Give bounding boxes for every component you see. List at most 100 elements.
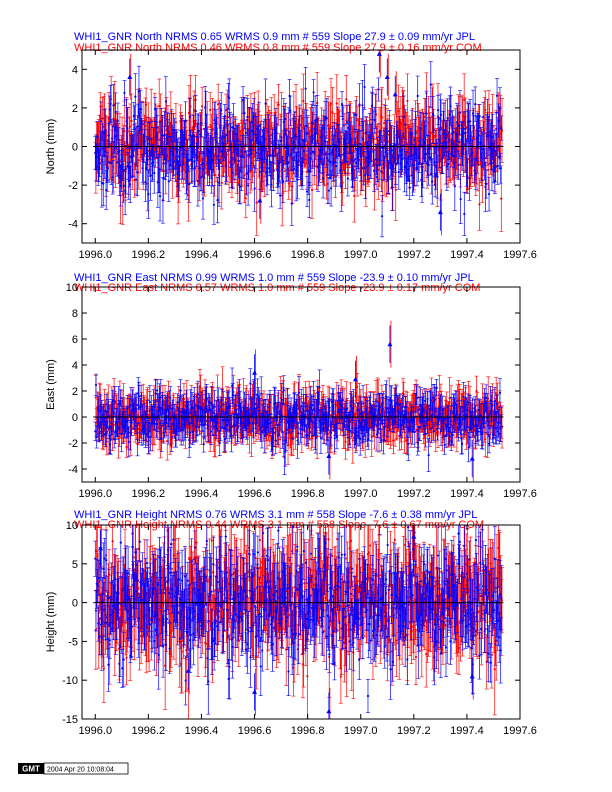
point-com bbox=[157, 78, 162, 134]
outlier-point bbox=[127, 53, 133, 101]
data-marks bbox=[93, 50, 505, 238]
y-axis-label: East (mm) bbox=[45, 359, 57, 410]
point-jpl bbox=[430, 158, 435, 205]
y-tick-label: 0 bbox=[72, 142, 78, 154]
x-tick-label: 1997.0 bbox=[344, 488, 378, 500]
point-jpl bbox=[226, 83, 231, 110]
y-tick-label: 10 bbox=[66, 282, 78, 294]
point-com bbox=[96, 607, 101, 669]
point-jpl bbox=[332, 645, 337, 681]
point-com bbox=[208, 92, 213, 128]
gmt-timestamp: 2004 Apr 20 10:08:04 bbox=[47, 767, 114, 774]
outlier-point bbox=[469, 653, 475, 700]
point-jpl bbox=[365, 678, 370, 713]
x-tick-label: 1996.0 bbox=[78, 725, 112, 737]
x-tick-label: 1997.4 bbox=[450, 249, 484, 261]
x-tick-label: 1997.0 bbox=[344, 725, 378, 737]
y-tick-label: 4 bbox=[72, 360, 78, 372]
gmt-logo: GMT bbox=[22, 765, 40, 774]
outlier-point bbox=[437, 188, 443, 236]
x-tick-label: 1996.2 bbox=[132, 249, 166, 261]
panel-header-com: WHI1_GNR East NRMS 0.57 WRMS 1.0 mm # 55… bbox=[74, 282, 480, 294]
y-tick-label: 0 bbox=[72, 598, 78, 610]
y-tick-label: -2 bbox=[68, 438, 78, 450]
y-tick-label: -5 bbox=[68, 636, 78, 648]
x-tick-label: 1996.4 bbox=[185, 725, 219, 737]
panel-1: WHI1_GNR North NRMS 0.65 WRMS 0.9 mm # 5… bbox=[45, 31, 537, 261]
point-jpl bbox=[362, 64, 367, 110]
point-com bbox=[200, 86, 205, 126]
point-com bbox=[499, 165, 504, 232]
data-marks bbox=[93, 320, 505, 482]
y-axis-label: North (mm) bbox=[45, 119, 57, 175]
x-tick-label: 1996.4 bbox=[185, 249, 219, 261]
y-tick-label: 4 bbox=[72, 64, 78, 76]
point-jpl bbox=[160, 177, 165, 224]
x-tick-label: 1997.2 bbox=[397, 249, 431, 261]
outlier-point bbox=[387, 320, 393, 368]
point-jpl bbox=[462, 191, 467, 236]
x-tick-label: 1996.2 bbox=[132, 725, 166, 737]
x-tick-label: 1996.8 bbox=[291, 488, 325, 500]
y-tick-label: 2 bbox=[72, 103, 78, 115]
x-tick-label: 1996.0 bbox=[78, 488, 112, 500]
y-tick-label: 10 bbox=[66, 520, 78, 532]
panel-header-com: WHI1_GNR North NRMS 0.46 WRMS 0.8 mm # 5… bbox=[74, 42, 482, 54]
x-tick-label: 1997.2 bbox=[397, 725, 431, 737]
point-jpl bbox=[289, 181, 294, 226]
outlier-point bbox=[469, 435, 475, 482]
point-com bbox=[403, 525, 408, 586]
x-tick-label: 1997.6 bbox=[503, 725, 537, 737]
y-tick-label: 8 bbox=[72, 308, 78, 320]
outlier-point bbox=[384, 53, 390, 101]
point-jpl bbox=[211, 184, 216, 225]
point-com bbox=[276, 84, 281, 126]
y-tick-label: -4 bbox=[68, 219, 78, 231]
outlier-point bbox=[326, 687, 332, 719]
x-tick-label: 1997.6 bbox=[503, 249, 537, 261]
x-tick-label: 1996.0 bbox=[78, 249, 112, 261]
y-tick-label: 2 bbox=[72, 386, 78, 398]
point-jpl bbox=[487, 176, 492, 212]
panels-group: WHI1_GNR North NRMS 0.65 WRMS 0.9 mm # 5… bbox=[45, 31, 537, 737]
point-jpl bbox=[122, 80, 127, 106]
x-tick-label: 1996.6 bbox=[238, 725, 272, 737]
point-jpl bbox=[458, 174, 463, 224]
x-tick-label: 1996.6 bbox=[238, 488, 272, 500]
x-tick-label: 1996.2 bbox=[132, 488, 166, 500]
y-tick-label: -4 bbox=[68, 464, 78, 476]
y-tick-label: 5 bbox=[72, 559, 78, 571]
y-tick-label: 0 bbox=[72, 412, 78, 424]
x-tick-label: 1996.4 bbox=[185, 488, 219, 500]
x-tick-label: 1996.6 bbox=[238, 249, 272, 261]
x-tick-label: 1997.4 bbox=[450, 488, 484, 500]
point-com bbox=[254, 169, 259, 236]
x-tick-label: 1996.8 bbox=[291, 249, 325, 261]
point-jpl bbox=[146, 169, 151, 219]
point-jpl bbox=[415, 75, 420, 117]
x-tick-label: 1996.8 bbox=[291, 725, 325, 737]
y-tick-label: -2 bbox=[68, 180, 78, 192]
point-jpl bbox=[405, 633, 410, 686]
panel-2: WHI1_GNR East NRMS 0.99 WRMS 1.0 mm # 55… bbox=[45, 272, 537, 500]
y-tick-label: -10 bbox=[62, 675, 78, 687]
x-tick-label: 1997.2 bbox=[397, 488, 431, 500]
panel-3: WHI1_GNR Height NRMS 0.76 WRMS 3.1 mm # … bbox=[45, 509, 537, 737]
y-tick-label: 6 bbox=[72, 334, 78, 346]
point-jpl bbox=[183, 655, 188, 706]
point-com bbox=[192, 90, 197, 130]
point-jpl bbox=[390, 642, 395, 682]
y-axis-label: Height (mm) bbox=[45, 592, 57, 653]
x-tick-label: 1997.6 bbox=[503, 488, 537, 500]
point-jpl bbox=[286, 646, 291, 696]
x-tick-label: 1997.4 bbox=[450, 725, 484, 737]
y-tick-label: -15 bbox=[62, 714, 78, 726]
x-tick-label: 1997.0 bbox=[344, 249, 378, 261]
point-jpl bbox=[373, 93, 378, 129]
gmt-footer: GMT 2004 Apr 20 10:08:04 bbox=[18, 762, 129, 775]
panel-header-jpl: WHI1_GNR North NRMS 0.65 WRMS 0.9 mm # 5… bbox=[74, 31, 475, 43]
point-jpl bbox=[430, 96, 435, 133]
point-com bbox=[338, 649, 343, 704]
point-jpl bbox=[125, 107, 130, 149]
